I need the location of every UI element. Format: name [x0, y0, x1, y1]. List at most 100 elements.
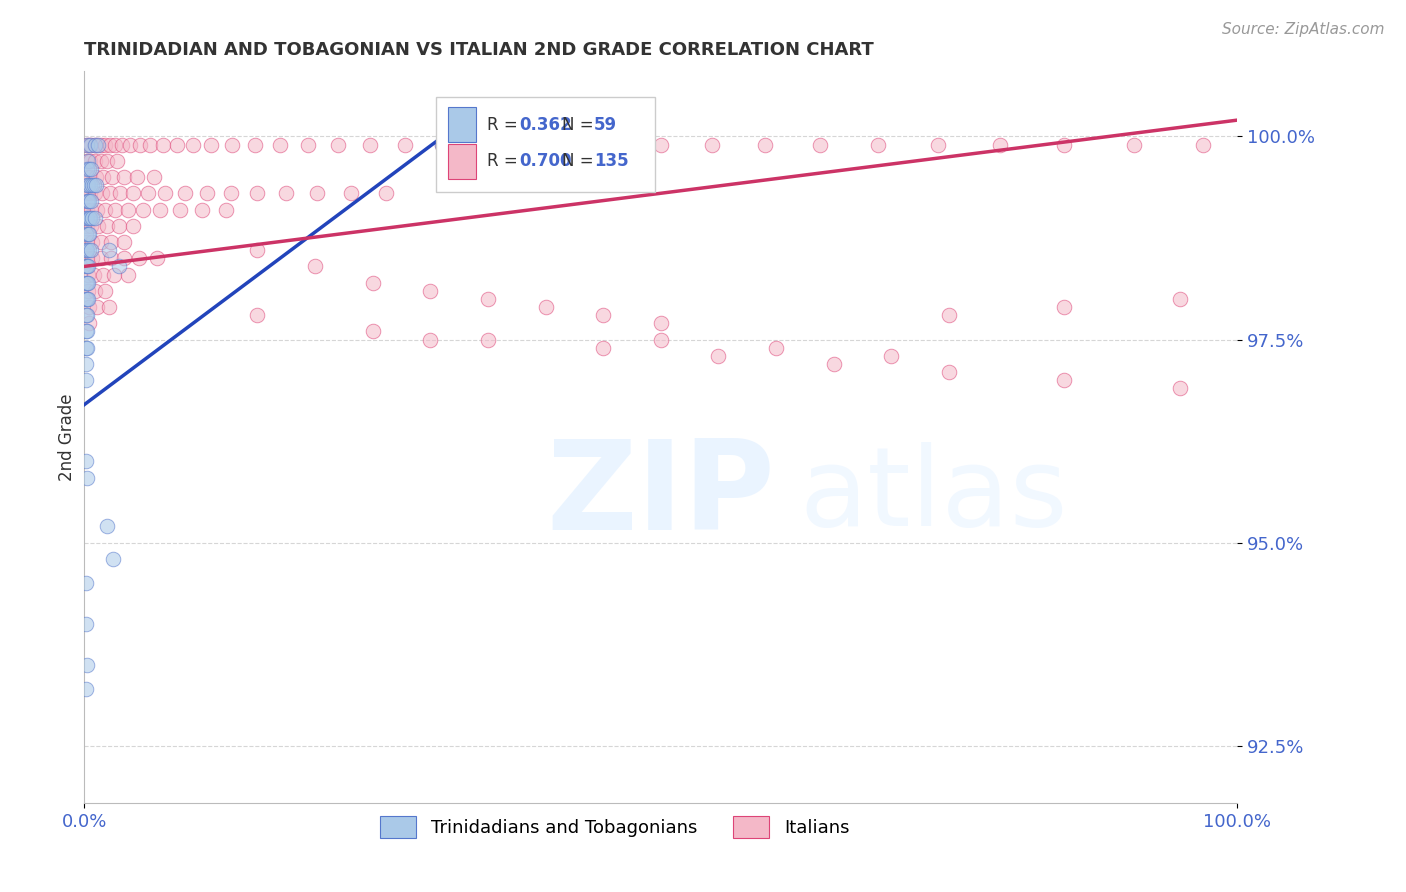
Point — [112, 169, 135, 184]
Point — [477, 333, 499, 347]
Point — [128, 252, 150, 266]
Point — [76, 169, 98, 184]
Point — [108, 186, 131, 201]
Point — [76, 284, 98, 298]
Point — [359, 137, 381, 152]
Point — [76, 341, 98, 355]
Point — [1168, 292, 1191, 306]
Point — [76, 211, 98, 225]
Point — [361, 325, 384, 339]
Text: TRINIDADIAN AND TOBAGONIAN VS ITALIAN 2ND GRADE CORRELATION CHART: TRINIDADIAN AND TOBAGONIAN VS ITALIAN 2N… — [84, 41, 875, 59]
Point — [173, 186, 195, 201]
Point — [419, 284, 441, 298]
Point — [304, 260, 326, 274]
Bar — [447, 107, 477, 143]
Point — [149, 202, 172, 217]
Point — [82, 252, 104, 266]
Point — [988, 137, 1011, 152]
Point — [75, 308, 97, 322]
Point — [105, 153, 128, 168]
Point — [76, 325, 98, 339]
Point — [80, 161, 103, 176]
Point — [83, 153, 105, 168]
Point — [76, 153, 98, 168]
Point — [419, 333, 441, 347]
Point — [1053, 300, 1076, 314]
Point — [76, 219, 98, 233]
Point — [83, 178, 105, 193]
Point — [80, 243, 103, 257]
Y-axis label: 2nd Grade: 2nd Grade — [58, 393, 76, 481]
Point — [1168, 381, 1191, 395]
Point — [75, 373, 97, 387]
Point — [246, 308, 269, 322]
Point — [75, 341, 97, 355]
Point — [169, 202, 191, 217]
Point — [77, 161, 100, 176]
Point — [430, 137, 453, 152]
Point — [650, 316, 672, 330]
Point — [754, 137, 776, 152]
Point — [83, 186, 105, 201]
Text: Source: ZipAtlas.com: Source: ZipAtlas.com — [1222, 22, 1385, 37]
Point — [108, 219, 131, 233]
Point — [97, 300, 120, 314]
Point — [1191, 137, 1213, 152]
Point — [86, 137, 108, 152]
Point — [98, 137, 121, 152]
Point — [181, 137, 204, 152]
Point — [76, 268, 98, 282]
Point — [98, 186, 121, 201]
Point — [89, 235, 111, 249]
Point — [75, 227, 97, 241]
Point — [1053, 137, 1076, 152]
Point — [927, 137, 949, 152]
Point — [1053, 373, 1076, 387]
Point — [121, 186, 143, 201]
Point — [76, 471, 98, 485]
Point — [90, 186, 112, 201]
Point — [86, 202, 108, 217]
Point — [153, 186, 176, 201]
Point — [650, 137, 672, 152]
Point — [132, 202, 155, 217]
Point — [83, 268, 105, 282]
Point — [79, 211, 101, 225]
Point — [75, 681, 97, 696]
Bar — [447, 144, 477, 179]
Point — [166, 137, 188, 152]
Point — [77, 316, 100, 330]
Point — [80, 194, 103, 209]
Point — [75, 357, 97, 371]
Point — [361, 276, 384, 290]
Point — [146, 252, 169, 266]
Text: N =: N = — [561, 153, 599, 170]
Point — [76, 202, 98, 217]
Point — [120, 137, 142, 152]
Text: 59: 59 — [593, 116, 617, 134]
Point — [77, 211, 100, 225]
Text: R =: R = — [486, 116, 523, 134]
Point — [79, 186, 101, 201]
Point — [195, 186, 218, 201]
Point — [75, 211, 97, 225]
Point — [76, 657, 98, 672]
Point — [79, 178, 101, 193]
Point — [76, 243, 98, 257]
Point — [112, 252, 135, 266]
Point — [76, 252, 98, 266]
Point — [512, 137, 534, 152]
Point — [75, 576, 97, 591]
Point — [707, 349, 730, 363]
Point — [136, 186, 159, 201]
Point — [76, 161, 98, 176]
Point — [89, 252, 111, 266]
Legend: Trinidadians and Tobagonians, Italians: Trinidadians and Tobagonians, Italians — [373, 808, 856, 845]
Point — [77, 194, 100, 209]
Point — [75, 454, 97, 468]
Point — [76, 292, 98, 306]
Text: N =: N = — [561, 116, 599, 134]
Point — [96, 219, 118, 233]
Point — [297, 137, 319, 152]
Point — [89, 153, 111, 168]
